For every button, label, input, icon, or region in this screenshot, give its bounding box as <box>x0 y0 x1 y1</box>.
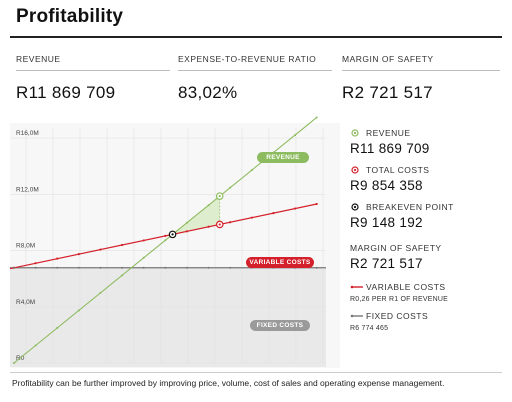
revenue-point-center <box>218 195 221 198</box>
total-costs-line-marker <box>56 257 59 260</box>
revenue-line-marker <box>229 186 232 189</box>
total-costs-line-marker <box>77 252 80 256</box>
legend-variable-costs: VARIABLE COSTS <box>350 282 505 292</box>
fixed-costs-annotation: FIXED COSTS <box>250 320 310 331</box>
legend-margin-value: R2 721 517 <box>350 256 423 271</box>
legend-total-costs: TOTAL COSTS <box>350 165 505 175</box>
revenue-line-marker <box>294 134 297 137</box>
legend-breakeven-value: R9 148 192 <box>350 215 423 230</box>
fixed-costs-line-marker <box>77 266 80 269</box>
revenue-line-marker <box>250 169 253 172</box>
y-tick-label: R8,0M <box>16 243 35 250</box>
total-costs-line-marker <box>229 221 232 224</box>
kpi-expense-ratio-value: 83,02% <box>178 83 238 102</box>
legend-margin-label: MARGIN OF SAFETY <box>350 243 442 253</box>
total-costs-line <box>9 203 318 270</box>
total-costs-point-center <box>218 223 221 226</box>
total-costs-line-marker <box>185 230 189 233</box>
footer-note: Profitability can be further improved by… <box>12 378 445 388</box>
title-divider <box>10 36 502 38</box>
fixed-costs-line-marker <box>13 266 15 269</box>
legend-fixed-costs: FIXED COSTS <box>350 311 505 321</box>
fixed-costs-line-marker <box>185 266 188 269</box>
legend-total-costs-value: R9 854 358 <box>350 178 423 193</box>
fixed-costs-line-icon <box>350 311 364 321</box>
revenue-line-marker <box>121 274 124 277</box>
fixed-costs-line-marker <box>315 266 318 269</box>
total-costs-line-marker <box>315 202 318 206</box>
fixed-costs-line-marker <box>207 266 210 269</box>
fixed-costs-area <box>10 267 326 367</box>
revenue-line-marker <box>164 239 167 242</box>
fixed-costs-line-marker <box>56 266 59 269</box>
revenue-line-marker <box>77 309 80 312</box>
revenue-line-marker <box>207 204 210 207</box>
kpi-revenue-label: REVENUE <box>16 54 170 71</box>
legend-revenue-label: REVENUE <box>366 128 411 138</box>
fixed-costs-line-marker <box>142 266 145 269</box>
kpi-revenue: REVENUE R11 869 709 <box>16 54 170 103</box>
kpi-margin-label: MARGIN OF SAFETY <box>342 54 500 71</box>
total-costs-line-marker <box>34 262 37 265</box>
fixed-costs-line-marker <box>121 266 124 269</box>
kpi-expense-ratio: EXPENSE-TO-REVENUE RATIO 83,02% <box>178 54 332 103</box>
total-costs-line-marker <box>272 212 275 215</box>
legend-margin: MARGIN OF SAFETY <box>350 243 505 253</box>
kpi-margin-of-safety: MARGIN OF SAFETY R2 721 517 <box>342 54 500 103</box>
revenue-line-marker <box>142 256 145 259</box>
revenue-line-marker <box>99 291 102 294</box>
chart-legend: REVENUE R11 869 709 TOTAL COSTS R9 854 3… <box>350 128 505 332</box>
breakeven-marker-icon <box>350 202 364 212</box>
legend-revenue-value: R11 869 709 <box>350 141 430 156</box>
revenue-line-marker <box>185 221 188 224</box>
total-costs-line-marker <box>99 248 102 251</box>
legend-variable-costs-sub: R0,26 PER R1 OF REVENUE <box>350 296 448 303</box>
fixed-costs-line-marker <box>229 266 232 269</box>
total-costs-line-marker <box>164 234 167 237</box>
total-costs-marker-icon <box>350 165 364 175</box>
legend-fixed-costs-label: FIXED COSTS <box>366 311 429 321</box>
total-costs-line-marker <box>120 243 124 247</box>
legend-breakeven-label: BREAKEVEN POINT <box>366 202 454 212</box>
fixed-costs-line-marker <box>164 266 167 269</box>
legend-revenue: REVENUE <box>350 128 505 138</box>
page-title: Profitability <box>16 6 124 27</box>
total-costs-line-marker <box>207 225 210 228</box>
kpi-revenue-value: R11 869 709 <box>16 83 116 102</box>
revenue-annotation: REVENUE <box>257 152 309 163</box>
revenue-line-marker <box>315 116 318 119</box>
revenue-line-marker <box>13 362 15 364</box>
breakeven-point-center <box>171 233 174 236</box>
y-tick-label: R4,0M <box>16 299 35 306</box>
total-costs-line-marker <box>142 239 145 242</box>
legend-variable-costs-label: VARIABLE COSTS <box>366 282 446 292</box>
variable-costs-line-icon <box>350 282 364 292</box>
footer-divider <box>10 372 502 373</box>
total-costs-line-marker <box>250 216 253 219</box>
kpi-expense-ratio-label: EXPENSE-TO-REVENUE RATIO <box>178 54 332 71</box>
revenue-line-marker <box>34 344 37 347</box>
legend-total-costs-label: TOTAL COSTS <box>366 165 430 175</box>
y-tick-label: R16,0M <box>16 130 39 137</box>
total-costs-line-marker <box>293 207 297 210</box>
revenue-line-marker <box>56 326 59 329</box>
fixed-costs-line-marker <box>99 266 102 269</box>
fixed-costs-line-marker <box>34 266 37 269</box>
legend-breakeven: BREAKEVEN POINT <box>350 202 505 212</box>
legend-fixed-costs-sub: R6 774 465 <box>350 325 389 332</box>
y-tick-label: R12,0M <box>16 186 39 193</box>
revenue-marker-icon <box>350 128 364 138</box>
variable-costs-annotation: VARIABLE COSTS <box>246 257 314 268</box>
kpi-margin-value: R2 721 517 <box>342 83 433 102</box>
